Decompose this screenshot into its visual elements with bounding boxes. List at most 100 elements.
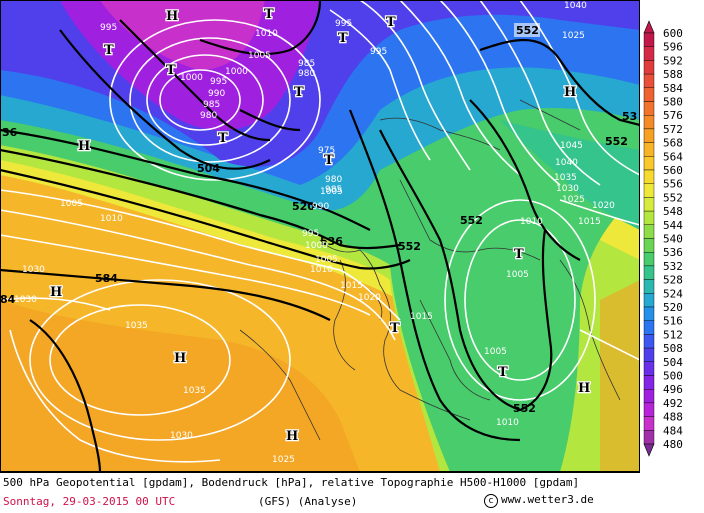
legend-swatch [643,183,655,198]
legend-swatch [643,197,655,212]
caption-description: 500 hPa Geopotential [gpdam], Bodendruck… [3,476,580,489]
pressure-label: 1035 [554,173,577,183]
geo-label: 552 [513,402,536,415]
pressure-label: 1010 [100,214,123,224]
legend-swatch [643,210,655,226]
legend-label: 540 [663,233,683,246]
pressure-label: 1005 [60,199,83,209]
coastlines [239,99,621,441]
pressure-label: 975 [318,146,335,156]
legend-swatch [643,238,655,253]
legend-swatch [643,128,655,143]
legend-label: 580 [663,96,683,109]
legend-swatch [643,101,655,116]
low-center-marker: T [514,247,524,262]
high-center-marker: H [166,9,178,24]
legend-label: 480 [663,438,683,451]
pressure-label: 1010 [520,217,543,227]
caption-date-line: Sonntag, 29-03-2015 00 UTC [3,495,175,508]
pressure-label: 1000 [305,241,328,251]
pressure-label: 980 [200,111,217,121]
legend-label: 508 [663,342,683,355]
pressure-label: 1005 [315,255,338,265]
legend-label: 568 [663,137,683,150]
legend-swatch [643,389,655,404]
pressure-label: 1030 [14,295,37,305]
pressure-label: 1005 [320,187,343,197]
pressure-label: 1020 [592,201,615,211]
pressure-label: 1025 [272,455,295,465]
legend-arrow-down [643,443,655,457]
legend-label: 512 [663,328,683,341]
legend-swatch [643,334,655,349]
legend-label: 536 [663,246,683,259]
pressure-label: 1045 [560,141,583,151]
legend-swatch [643,114,655,130]
legend-label: 552 [663,191,683,204]
legend-label: 548 [663,205,683,218]
legend-swatch [643,293,655,308]
legend-swatch [643,279,655,294]
legend-label: 600 [663,27,683,40]
pressure-label: 990 [208,89,225,99]
legend-swatch [643,416,655,431]
map-canvas: 552 53 552 504 520 536 552 552 584 552 3… [0,0,640,472]
pressure-label: 995 [100,23,117,33]
legend-swatch [643,142,655,157]
geo-label: 552 [398,240,421,253]
geopotential-labels: 552 53 552 504 520 536 552 552 584 552 3… [0,23,637,415]
legend-label: 492 [663,397,683,410]
legend-swatch [643,156,655,171]
legend-swatch [643,361,655,376]
band-teal-east [500,120,640,230]
pressure-label: 1000 [225,67,248,77]
low-center-marker: T [104,43,114,58]
pressure-label: 985 [325,185,342,195]
pressure-label: 1010 [496,418,519,428]
low-center-marker: T [294,85,304,100]
legend-swatch [643,251,655,267]
pressure-label: 1040 [555,158,578,168]
legend-label: 496 [663,383,683,396]
legend-label: 592 [663,54,683,67]
legend-label: 520 [663,301,683,314]
low-center-marker: T [386,15,396,30]
pressure-label: 1005 [484,347,507,357]
pressure-label: 995 [370,47,387,57]
legend-swatch [643,375,655,390]
pressure-label: 1015 [410,312,433,322]
pressure-centers: H T T T T T T T H H H H T T T H H T [49,6,592,446]
high-center-marker: H [50,285,62,300]
geo-label: 84 [0,293,16,306]
pressure-label: 995 [335,19,352,29]
pressure-label: 980 [325,175,342,185]
legend-swatch [643,169,655,184]
pressure-label: 1005 [248,51,271,61]
pressure-label: 985 [298,59,315,69]
geo-label: 584 [95,272,118,285]
copyright-icon: c [484,494,498,508]
copyright-text: www.wetter3.de [501,493,594,506]
legend-swatch [643,87,655,102]
legend-arrow-up [643,20,655,34]
legend-label: 504 [663,356,683,369]
pressure-label: 1030 [170,431,193,441]
pressure-label: 980 [298,69,315,79]
legend-swatch [643,46,655,61]
low-center-marker: T [498,365,508,380]
legend-label: 484 [663,424,683,437]
pressure-label: 1040 [564,1,587,11]
legend-label: 524 [663,287,683,300]
legend-label: 596 [663,41,683,54]
legend-label: 500 [663,370,683,383]
geo-label: 53 [622,110,637,123]
geo-label: 552 [516,24,539,37]
legend-swatch [643,32,655,47]
pressure-label: 1035 [125,321,148,331]
legend-label: 576 [663,109,683,122]
legend-swatch [643,430,655,445]
legend-swatch [643,73,655,88]
legend-swatch [643,60,655,75]
legend-swatch [643,306,655,321]
pressure-label: 1025 [562,31,585,41]
